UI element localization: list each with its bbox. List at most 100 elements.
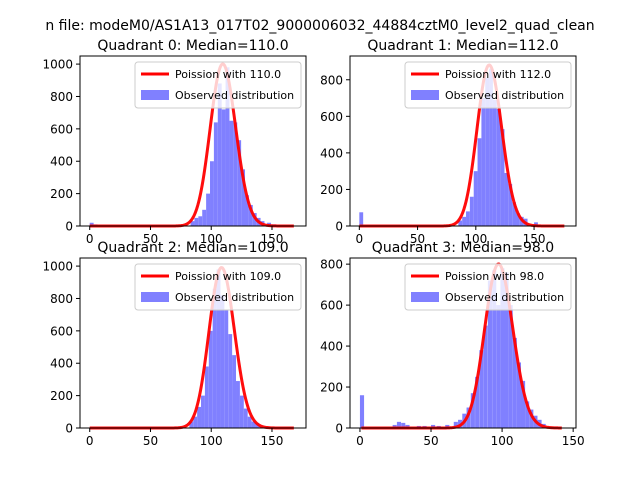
x-tick-label: 50 [423,434,438,448]
histogram-bar [248,204,253,226]
y-tick-label: 400 [50,357,73,371]
histogram-bar [194,217,199,226]
x-tick-label: 150 [261,434,284,448]
histogram-bar [462,216,467,226]
y-tick-label: 0 [335,422,343,436]
histogram-bar [225,67,230,226]
legend-box [404,61,572,109]
histogram-bar [516,213,520,226]
histogram-bar [206,193,211,226]
y-tick-label: 600 [50,122,73,136]
histogram-bar [483,325,488,428]
legend-patch-swatch [411,90,439,100]
y-tick-label: 800 [50,292,73,306]
x-tick-label: 50 [410,232,425,246]
y-tick-label: 400 [320,340,343,354]
histogram-bar [520,380,526,428]
x-tick-label: 0 [355,232,363,246]
histogram-bar [201,395,205,428]
histogram-bar [401,422,406,428]
histogram-bar [243,408,248,428]
histogram-bar [534,222,538,226]
figure-suptitle: n file: modeM0/AS1A13_017T02_9000006032_… [45,18,594,34]
y-tick-label: 0 [335,220,343,234]
histogram-bar [453,421,458,428]
histogram-bar [245,195,249,226]
x-tick-label: 0 [356,434,364,448]
histogram-bar [477,138,482,226]
histogram-bar [469,196,474,226]
y-tick-label: 1000 [42,58,73,72]
histogram-bar [458,220,463,226]
axes-frame [79,257,307,429]
histogram-bar [220,295,225,428]
histogram-bar [229,120,234,226]
histogram-bar [216,269,221,428]
histogram-bar [237,140,242,226]
histogram-bar [512,337,517,428]
histogram-bar [221,109,226,226]
x-tick-label: 150 [562,434,585,448]
x-tick-label: 50 [143,434,158,448]
histogram-bar [210,161,214,226]
axes-frame [349,257,577,429]
legend-patch-swatch [141,292,169,302]
x-tick-label: 100 [200,232,223,246]
y-tick-label: 600 [320,110,343,124]
y-tick-label: 800 [50,90,73,104]
histogram-bar [516,362,521,428]
y-tick-label: 0 [65,422,73,436]
y-tick-label: 600 [50,324,73,338]
legend-patch-swatch [411,292,439,302]
histogram-bar [525,401,530,428]
histogram-bar [89,222,94,226]
histogram-bar [193,416,198,428]
histogram-bar [228,334,233,428]
legend-label: Poission with 98.0 [445,270,544,283]
histogram-bar [392,424,397,428]
y-tick-label: 200 [320,381,343,395]
histogram-bar [492,270,497,428]
y-tick-label: 800 [320,258,343,272]
legend-label: Observed distribution [445,89,564,102]
x-tick-label: 0 [86,232,94,246]
axes-frame [79,55,307,227]
legend-box [134,263,302,311]
x-tick-label: 100 [200,434,223,448]
histogram-bar [504,272,509,428]
histogram-bar [512,202,516,226]
histogram-bar [504,172,509,226]
subplot-3: 0 50 100 150 0 200 400 600 800 Quadrant 3: Median… [320,240,585,448]
legend-box [404,263,572,311]
subplot-title: Quadrant 1: Median=112.0 [367,38,558,54]
subplot-title: Quadrant 3: Median=98.0 [372,240,554,256]
histogram-bar [232,355,237,428]
subplot-0: 0 50 100 150 0 200 400 600 800 1000 Quadrant 0: Me… [42,38,307,246]
x-tick-label: 50 [143,232,158,246]
axes-frame [349,55,577,227]
subplot-1: 0 50 100 150 0 200 400 600 800 Quadrant 1: Median… [320,38,577,246]
histogram-bar [487,280,492,428]
x-tick-label: 100 [491,434,514,448]
legend-label: Observed distribution [445,291,564,304]
histogram-bar [197,406,202,428]
histogram-bar [239,395,244,428]
legend-label: Observed distribution [175,89,294,102]
subplot-2: 0 50 100 150 0 200 400 600 800 1000 Quadrant 2: Me… [42,240,307,448]
histogram-bar [202,209,207,226]
histogram-bar [405,424,410,428]
histogram-bar [481,98,486,226]
x-tick-label: 150 [261,232,284,246]
histogram-bar [500,268,505,428]
histogram-bar [251,421,256,428]
histogram-bar [236,381,240,428]
legend-patch-swatch [141,90,169,100]
histogram-bar [224,309,229,428]
histogram-bar [496,305,501,428]
legend-box [134,61,302,109]
histogram-bar [233,122,238,226]
histogram-bar [359,212,364,226]
histogram-bar [475,376,480,428]
histogram-bar [529,409,534,428]
